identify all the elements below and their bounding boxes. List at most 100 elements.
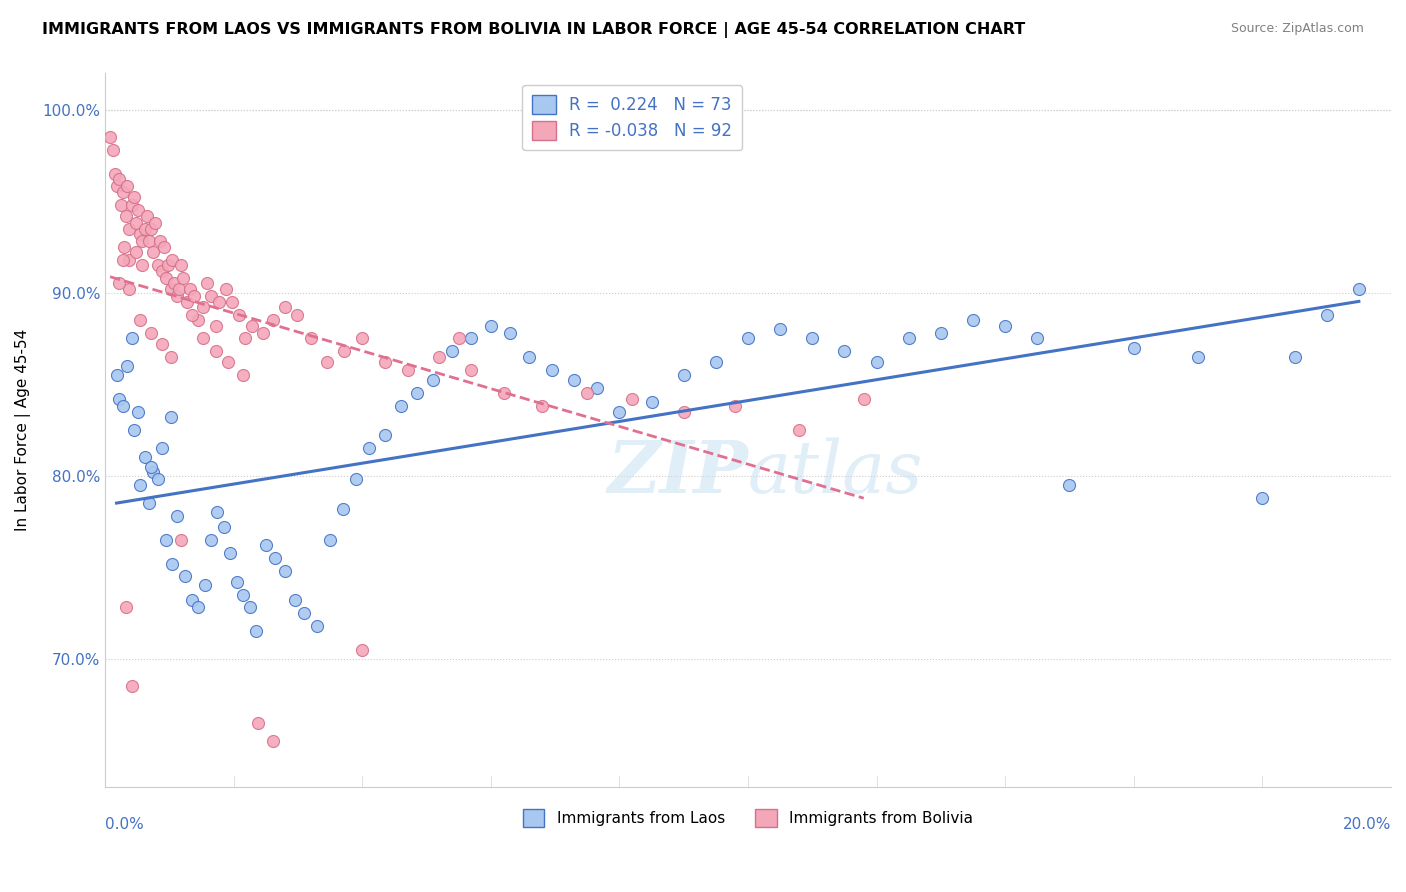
Point	[170, 533, 193, 547]
Point	[897, 331, 920, 345]
Point	[357, 441, 380, 455]
Text: Source: ZipAtlas.com: Source: ZipAtlas.com	[1230, 22, 1364, 36]
Point	[609, 404, 631, 418]
Point	[724, 399, 747, 413]
Point	[389, 399, 412, 413]
Point	[166, 289, 188, 303]
Point	[114, 209, 136, 223]
Point	[789, 423, 811, 437]
Point	[105, 179, 128, 194]
Point	[117, 179, 139, 194]
Point	[962, 313, 984, 327]
Point	[576, 386, 599, 401]
Point	[262, 734, 284, 748]
Point	[228, 308, 250, 322]
Point	[801, 331, 824, 345]
Point	[427, 350, 450, 364]
Point	[672, 368, 695, 382]
Point	[129, 478, 152, 492]
Point	[319, 533, 342, 547]
Point	[541, 362, 564, 376]
Point	[191, 300, 214, 314]
Point	[129, 313, 152, 327]
Point	[307, 619, 329, 633]
Point	[834, 344, 856, 359]
Point	[737, 331, 759, 345]
Point	[141, 221, 163, 235]
Point	[1122, 341, 1144, 355]
Point	[672, 404, 695, 418]
Point	[191, 331, 214, 345]
Point	[104, 167, 127, 181]
Point	[460, 362, 482, 376]
Point	[118, 252, 141, 267]
Point	[492, 386, 515, 401]
Point	[176, 294, 198, 309]
Point	[179, 282, 201, 296]
Text: 0.0%: 0.0%	[105, 817, 143, 832]
Point	[112, 240, 135, 254]
Point	[852, 392, 875, 406]
Point	[111, 185, 134, 199]
Point	[155, 271, 177, 285]
Point	[142, 245, 165, 260]
Point	[108, 392, 131, 406]
Point	[187, 313, 209, 327]
Point	[207, 505, 229, 519]
Point	[233, 331, 256, 345]
Point	[586, 381, 609, 395]
Point	[422, 374, 444, 388]
Text: atlas: atlas	[748, 437, 924, 508]
Point	[621, 392, 644, 406]
Point	[564, 374, 586, 388]
Point	[143, 216, 166, 230]
Point	[146, 472, 169, 486]
Point	[531, 399, 554, 413]
Point	[166, 508, 188, 523]
Point	[221, 294, 243, 309]
Point	[252, 326, 274, 340]
Point	[398, 362, 420, 376]
Point	[129, 227, 152, 241]
Point	[315, 355, 337, 369]
Point	[127, 203, 149, 218]
Point	[163, 277, 186, 291]
Point	[174, 569, 197, 583]
Point	[101, 143, 124, 157]
Point	[212, 520, 235, 534]
Point	[292, 606, 315, 620]
Point	[204, 344, 226, 359]
Point	[1284, 350, 1306, 364]
Point	[159, 410, 181, 425]
Point	[134, 221, 156, 235]
Point	[460, 331, 482, 345]
Point	[208, 294, 231, 309]
Point	[122, 423, 145, 437]
Point	[232, 368, 254, 382]
Point	[150, 441, 173, 455]
Point	[239, 600, 262, 615]
Point	[215, 282, 238, 296]
Point	[217, 355, 239, 369]
Point	[195, 277, 218, 291]
Point	[704, 355, 727, 369]
Legend: Immigrants from Laos, Immigrants from Bolivia: Immigrants from Laos, Immigrants from Bo…	[517, 803, 979, 833]
Point	[118, 221, 141, 235]
Point	[162, 557, 184, 571]
Point	[519, 350, 541, 364]
Point	[131, 235, 153, 249]
Point	[232, 588, 254, 602]
Point	[352, 331, 374, 345]
Point	[1026, 331, 1049, 345]
Point	[122, 190, 145, 204]
Point	[247, 715, 270, 730]
Point	[155, 533, 177, 547]
Point	[1251, 491, 1274, 505]
Point	[108, 277, 131, 291]
Point	[159, 282, 181, 296]
Point	[344, 472, 367, 486]
Point	[118, 282, 141, 296]
Point	[274, 564, 297, 578]
Point	[172, 271, 194, 285]
Point	[187, 600, 209, 615]
